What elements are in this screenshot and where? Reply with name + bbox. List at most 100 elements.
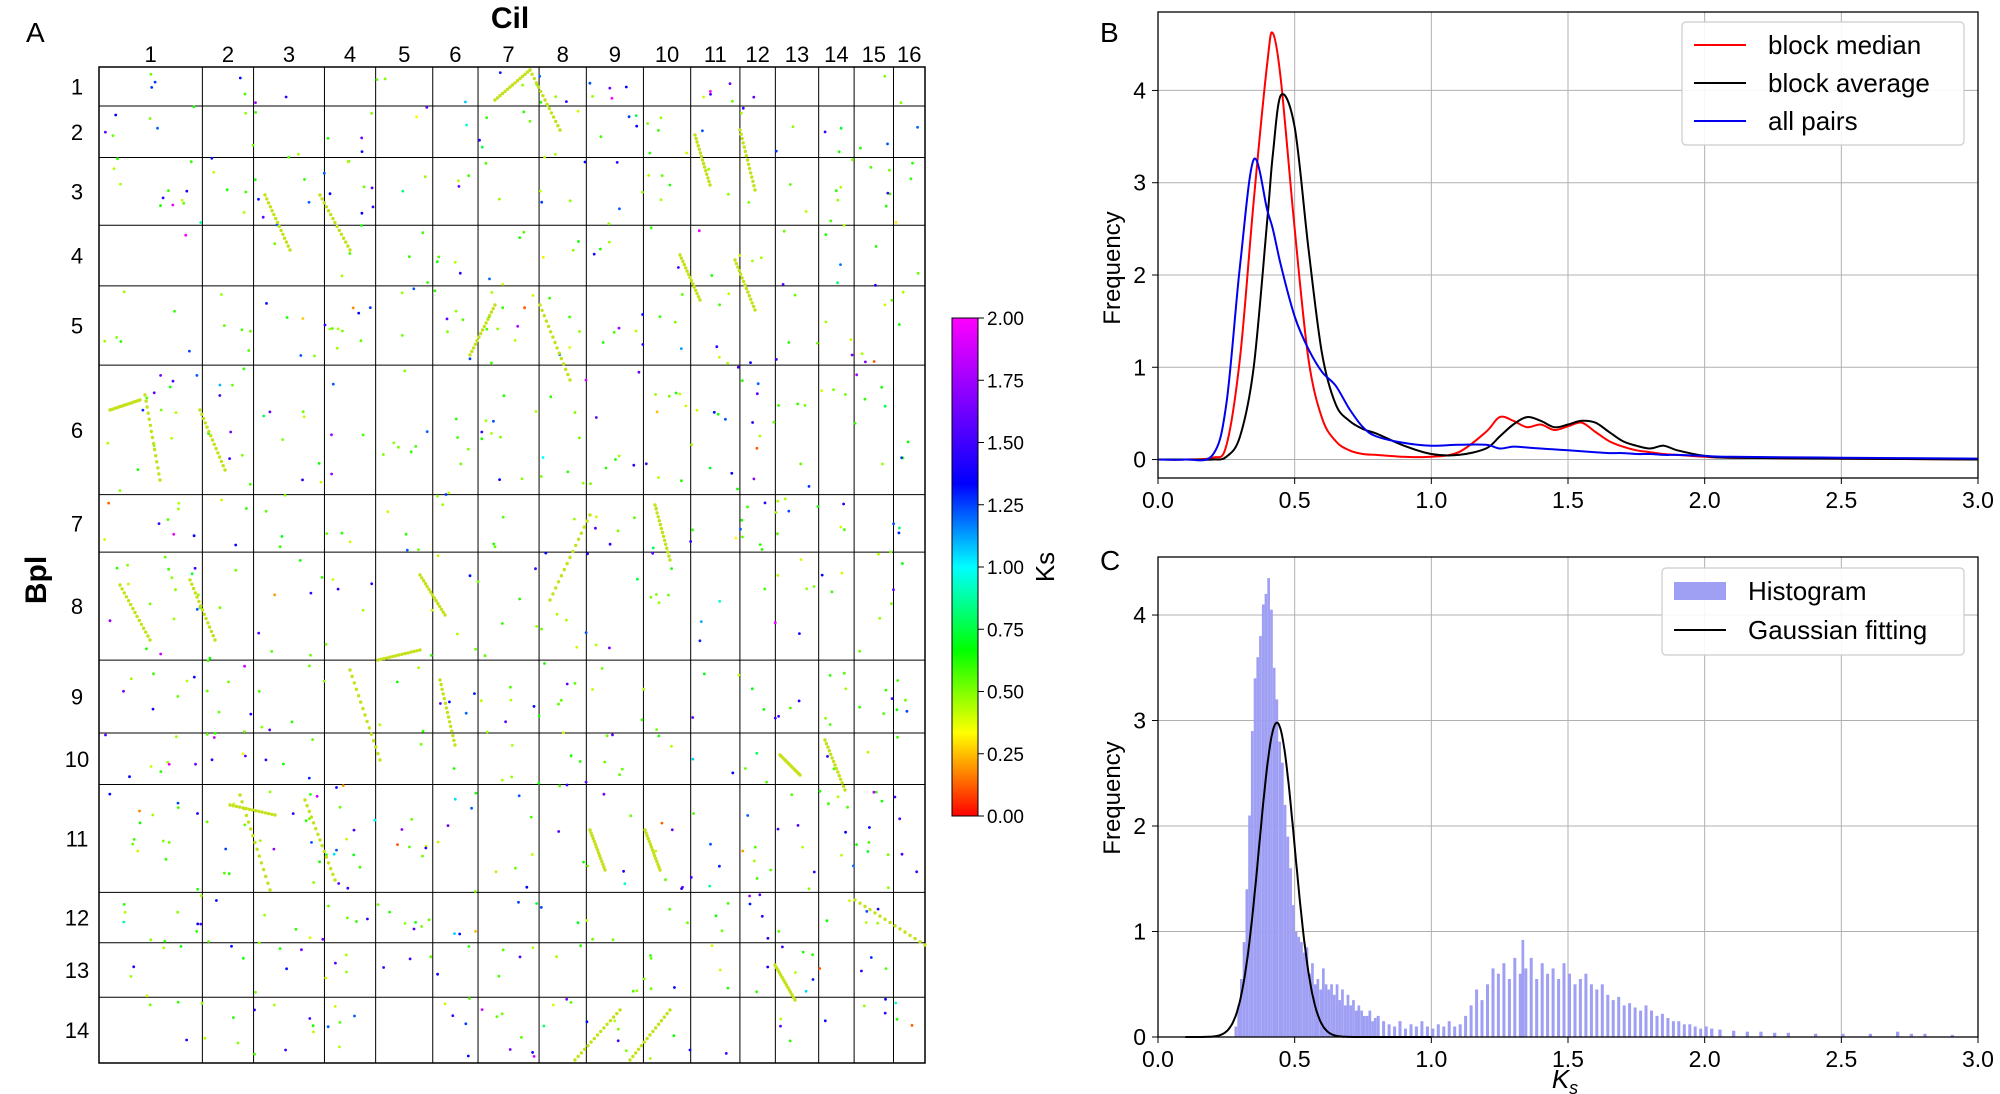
dot [832, 388, 835, 392]
dot [690, 443, 693, 447]
dot [677, 266, 680, 269]
dot [573, 517, 576, 521]
dot [557, 830, 561, 833]
dot [741, 106, 745, 110]
histogram-bar [1341, 989, 1344, 1037]
dot [473, 890, 477, 893]
syntenic-dot [692, 285, 696, 289]
dot [566, 470, 570, 474]
dot [641, 343, 645, 346]
dot [850, 353, 854, 357]
dot [485, 116, 489, 119]
histogram-bar [1589, 984, 1593, 1037]
syntenic-dot [200, 412, 204, 416]
dot [303, 178, 306, 181]
histogram-bar [1773, 1032, 1777, 1037]
dot [901, 290, 905, 294]
syntenic-dot [261, 867, 266, 872]
column-label: 10 [655, 42, 679, 67]
syntenic-dot [554, 119, 558, 124]
dot [916, 125, 919, 129]
syntenic-dot [284, 240, 289, 244]
syntenic-dot [697, 147, 701, 151]
dot [699, 620, 703, 623]
dot [270, 650, 274, 653]
syntenic-dot [739, 272, 743, 276]
syntenic-dot [385, 656, 389, 660]
dot [649, 954, 652, 957]
dot [273, 593, 277, 597]
dot [388, 910, 391, 914]
dot [844, 393, 847, 396]
syntenic-dot [207, 429, 211, 434]
dot [779, 1024, 782, 1028]
syntenic-dot [369, 732, 374, 736]
syntenic-dot [628, 1058, 632, 1062]
syntenic-dot [685, 269, 689, 273]
syntenic-dot [908, 933, 912, 938]
dot [114, 113, 118, 117]
syntenic-dot [601, 862, 605, 866]
histogram-bar [1909, 1033, 1913, 1037]
syntenic-dot [666, 550, 670, 554]
dot [747, 201, 751, 204]
dot [874, 283, 877, 287]
dot [635, 989, 639, 993]
dot [827, 802, 830, 806]
dot [825, 919, 829, 923]
panel-c-ytick-label: 2 [1133, 813, 1146, 839]
syntenic-dot [436, 601, 440, 606]
syntenic-dot [445, 710, 450, 715]
syntenic-dot [124, 595, 129, 599]
syntenic-dot [141, 626, 146, 630]
syntenic-dot [543, 98, 547, 102]
dot [253, 178, 257, 182]
dot [664, 878, 667, 882]
dot [106, 441, 110, 445]
dot [896, 735, 899, 739]
dot [157, 522, 161, 525]
histogram-bar [1365, 1015, 1369, 1037]
dot [724, 1052, 728, 1055]
syntenic-dot [786, 985, 790, 990]
histogram-bar [1313, 984, 1317, 1037]
dot [905, 709, 909, 713]
column-label: 16 [897, 42, 921, 67]
dot [171, 379, 175, 383]
dot [535, 625, 538, 628]
dot [366, 917, 369, 921]
dot [210, 156, 214, 160]
dot [642, 687, 645, 691]
dot [400, 334, 404, 337]
syntenic-dot [307, 809, 311, 814]
syntenic-dot [654, 856, 658, 861]
dot [910, 1024, 914, 1027]
dot [740, 111, 743, 115]
dot [485, 730, 489, 734]
dot [853, 421, 857, 425]
syntenic-dot [868, 907, 872, 912]
dot [464, 100, 467, 104]
dot [149, 72, 153, 76]
dot [230, 944, 233, 948]
syntenic-dot [706, 176, 710, 180]
dot [881, 462, 884, 466]
dot [872, 790, 876, 794]
dot [196, 922, 200, 926]
dot [218, 394, 222, 397]
row-label: 14 [65, 1018, 89, 1043]
dot [541, 255, 545, 259]
dot [824, 233, 828, 237]
dot [297, 152, 300, 156]
panel-a-column-labels: 1 2 3 4 5 6 7 8 9 10 11 12 13 14 15 16 [145, 42, 922, 67]
syntenic-dot [311, 821, 316, 825]
syntenic-dot [701, 161, 706, 166]
dot [739, 527, 742, 531]
dot [578, 436, 581, 440]
syntenic-dot [693, 133, 697, 137]
syntenic-dot [188, 578, 192, 582]
syntenic-dot [259, 861, 264, 865]
histogram-bar [1330, 984, 1333, 1037]
dot [864, 921, 868, 924]
dot [812, 870, 816, 874]
